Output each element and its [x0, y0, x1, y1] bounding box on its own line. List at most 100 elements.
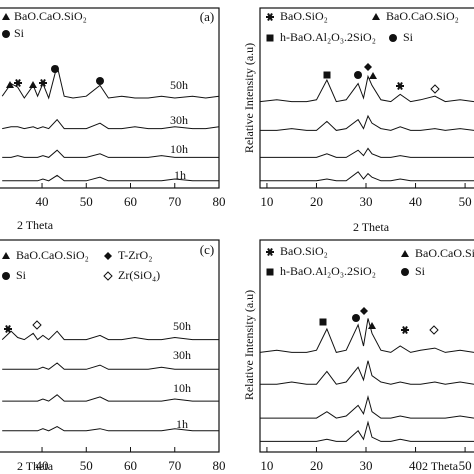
x-tick-label: 40 [409, 458, 422, 473]
symbol-triangle [2, 13, 10, 20]
symbol-open-diamond [32, 320, 42, 330]
xrd-trace [260, 420, 474, 442]
symbol-star [5, 325, 11, 333]
symbol-square [266, 268, 274, 276]
symbol-triangle [6, 81, 14, 88]
xrd-trace [259, 74, 474, 103]
symbol-star [267, 248, 273, 256]
series-label: 10h [170, 142, 188, 156]
symbol-circle [389, 34, 397, 42]
symbol-star [40, 79, 46, 87]
x-tick-label: 50 [80, 194, 93, 209]
series-label: 30h [170, 113, 188, 127]
symbol-circle [352, 314, 360, 322]
x-tick-label: 50 [80, 458, 93, 473]
x-tick-label: 30 [360, 194, 373, 209]
symbol-star [15, 79, 21, 87]
x-axis-label: 2 Theta [422, 459, 459, 473]
symbol-diamond [104, 252, 112, 260]
plot-frame [0, 239, 220, 453]
symbol-circle [2, 272, 10, 280]
symbol-circle [354, 71, 362, 79]
symbol-circle [401, 268, 409, 276]
x-tick-label: 80 [213, 458, 226, 473]
xrd-trace [2, 118, 220, 130]
legend-label: T-ZrO₂ [118, 248, 152, 262]
panel-label: (a) [200, 9, 214, 24]
x-axis-label: 2 Theta [353, 220, 390, 234]
legend-label: BaO.CaO.SiO₂ [16, 248, 89, 262]
symbol-star [267, 13, 273, 21]
x-tick-label: 20 [310, 194, 323, 209]
xrd-trace [1, 65, 220, 100]
x-axis-label: 2 Theta [17, 218, 54, 232]
xrd-trace [1, 330, 219, 341]
x-tick-label: 20 [310, 458, 323, 473]
y-axis-label: Relative Intensity (a.u) [242, 43, 256, 153]
symbol-star [402, 326, 408, 334]
xrd-trace [2, 426, 219, 432]
legend-label: Si [415, 264, 426, 278]
panel-label: (c) [200, 242, 214, 257]
xrd-trace [2, 394, 219, 402]
x-tick-label: 30 [360, 458, 373, 473]
series-label: 50h [173, 319, 191, 333]
legend-label: h-BaO.Al₂O₃.2SiO₂ [280, 264, 376, 278]
legend-label: Si [16, 268, 27, 282]
xrd-trace [260, 394, 474, 419]
xrd-trace [260, 171, 474, 182]
x-tick-label: 50 [459, 458, 472, 473]
x-tick-label: 60 [124, 458, 137, 473]
symbol-square [266, 34, 274, 42]
symbol-open-diamond [103, 271, 113, 281]
x-tick-label: 70 [168, 458, 181, 473]
x-tick-label: 70 [168, 194, 181, 209]
x-tick-label: 10 [260, 194, 273, 209]
y-axis-label: Relative Intensity (a.u) [242, 290, 256, 400]
legend-label: Si [14, 26, 25, 40]
symbol-circle [96, 77, 104, 85]
symbol-circle [2, 30, 10, 38]
xrd-trace [2, 174, 219, 182]
plot-frame [0, 7, 220, 189]
symbol-triangle [369, 72, 377, 79]
x-tick-label: 60 [124, 194, 137, 209]
series-label: 10h [173, 381, 191, 395]
symbol-triangle [368, 322, 376, 329]
legend-label: BaO.SiO₂ [280, 244, 328, 258]
symbol-triangle [401, 250, 409, 257]
x-tick-label: 50 [459, 194, 472, 209]
symbol-circle [51, 65, 59, 73]
symbol-diamond [360, 307, 368, 315]
xrd-trace [2, 149, 219, 158]
x-tick-label: 40 [36, 458, 49, 473]
x-tick-label: 40 [409, 194, 422, 209]
legend-label: BaO.CaO.SiO₂ [14, 9, 87, 23]
legend-label: h-BaO.Al₂O₃.2SiO₂ [280, 30, 376, 44]
symbol-triangle [29, 81, 37, 88]
xrd-trace [2, 362, 219, 370]
symbol-diamond [364, 63, 372, 71]
xrd-trace [259, 318, 474, 353]
legend-label: Si [403, 30, 414, 44]
plot-frame [259, 7, 474, 189]
xrd-trace [260, 147, 474, 158]
legend-label: BaO.CaO.SiO₂ [386, 9, 459, 23]
x-tick-label: 10 [260, 458, 273, 473]
x-axis-label: 2 Theta [17, 459, 54, 473]
plot-frame [259, 239, 474, 453]
symbol-open-diamond [429, 325, 439, 335]
symbol-star [397, 82, 403, 90]
x-tick-label: 80 [213, 194, 226, 209]
symbol-triangle [2, 252, 10, 259]
xrd-trace [260, 114, 474, 131]
legend-label: Zr(SiO₄) [118, 268, 160, 282]
series-label: 1h [174, 168, 186, 182]
symbol-open-diamond [430, 84, 440, 94]
legend-label: BaO.SiO₂ [280, 9, 328, 23]
symbol-triangle [372, 13, 380, 20]
xrd-trace [260, 360, 474, 385]
symbol-square [319, 318, 327, 326]
series-label: 30h [173, 348, 191, 362]
